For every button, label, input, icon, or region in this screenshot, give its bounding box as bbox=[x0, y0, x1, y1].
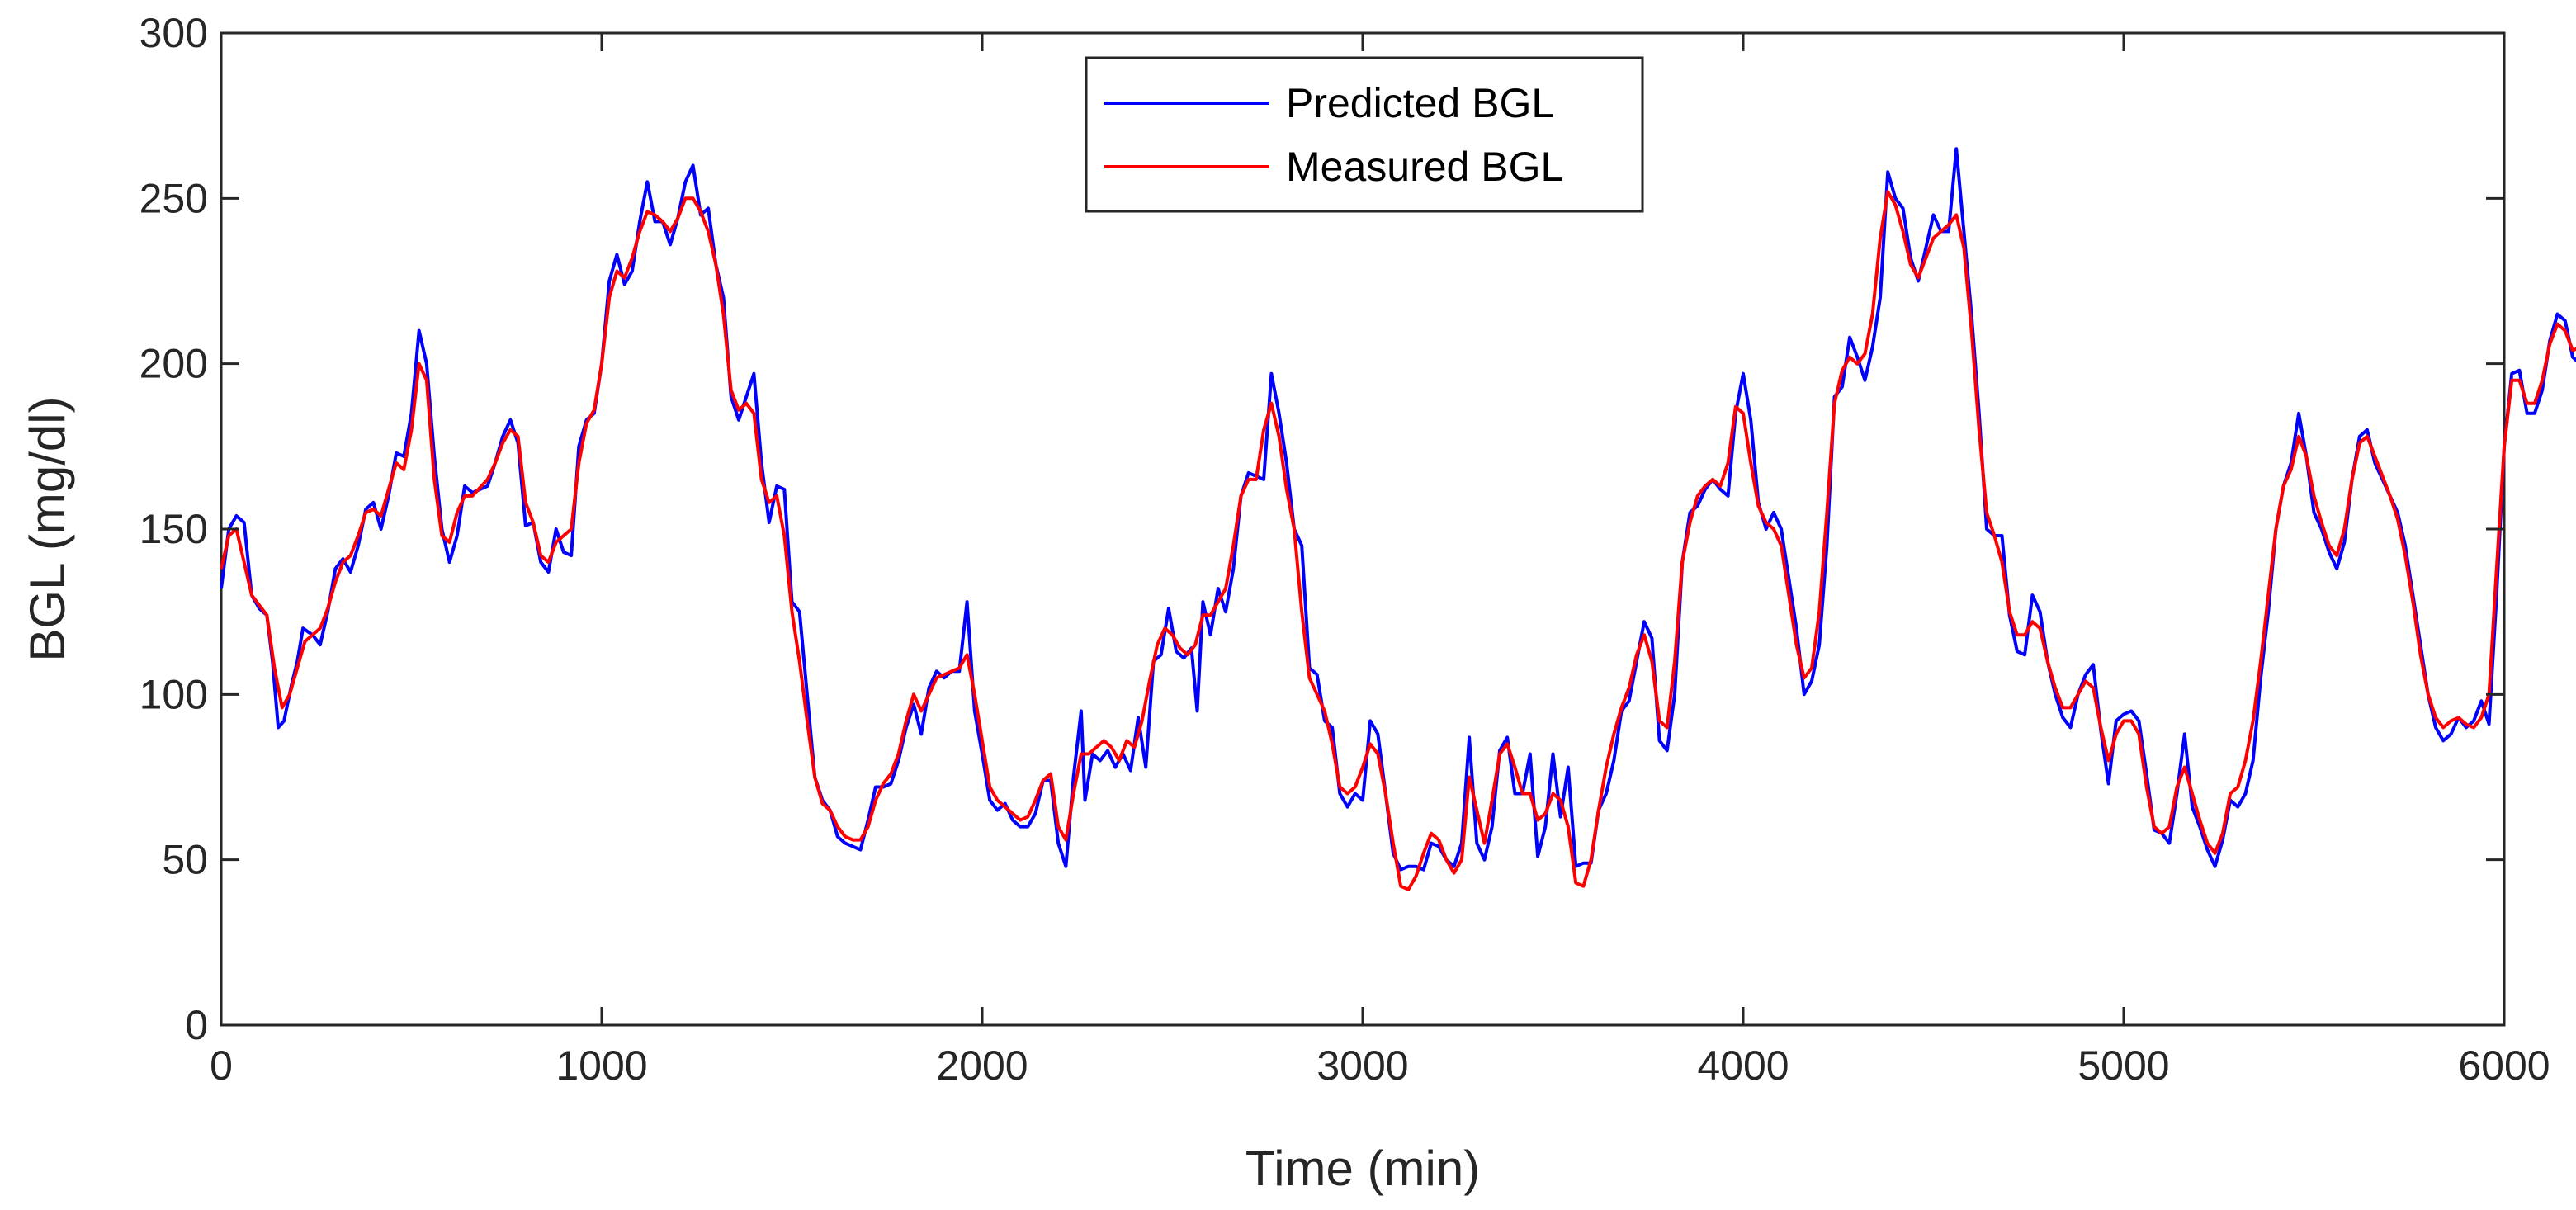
series-line-measured-bgl bbox=[220, 190, 2576, 891]
y-tick-label-50: 50 bbox=[162, 837, 208, 883]
y-tick-label-100: 100 bbox=[139, 671, 208, 717]
legend-label-measured: Measured BGL bbox=[1286, 144, 1563, 190]
x-tick-label-4000: 4000 bbox=[1697, 1042, 1789, 1089]
x-axis-label: Time (min) bbox=[1245, 1141, 1480, 1196]
y-tick-label-250: 250 bbox=[139, 175, 208, 221]
x-tick-label-0: 0 bbox=[210, 1042, 233, 1089]
y-axis-label: BGL (mg/dl) bbox=[20, 396, 75, 661]
series-group bbox=[220, 147, 2576, 891]
legend-label-predicted: Predicted BGL bbox=[1286, 80, 1554, 126]
ticks-group: 0 1000 2000 3000 4000 5000 6000 0 50 100 150 200 250… bbox=[139, 10, 2550, 1089]
x-tick-label-1000: 1000 bbox=[555, 1042, 647, 1089]
legend: Predicted BGL Measured BGL bbox=[1085, 56, 1644, 213]
y-tick-label-300: 300 bbox=[139, 10, 208, 56]
series-line-predicted-bgl bbox=[220, 147, 2576, 872]
y-tick-label-200: 200 bbox=[139, 341, 208, 387]
legend-box bbox=[1085, 56, 1644, 213]
x-tick-label-5000: 5000 bbox=[2077, 1042, 2169, 1089]
x-tick-label-3000: 3000 bbox=[1316, 1042, 1408, 1089]
y-tick-label-0: 0 bbox=[185, 1002, 208, 1048]
y-tick-label-150: 150 bbox=[139, 506, 208, 552]
x-tick-label-6000: 6000 bbox=[2458, 1042, 2550, 1089]
x-tick-label-2000: 2000 bbox=[936, 1042, 1028, 1089]
